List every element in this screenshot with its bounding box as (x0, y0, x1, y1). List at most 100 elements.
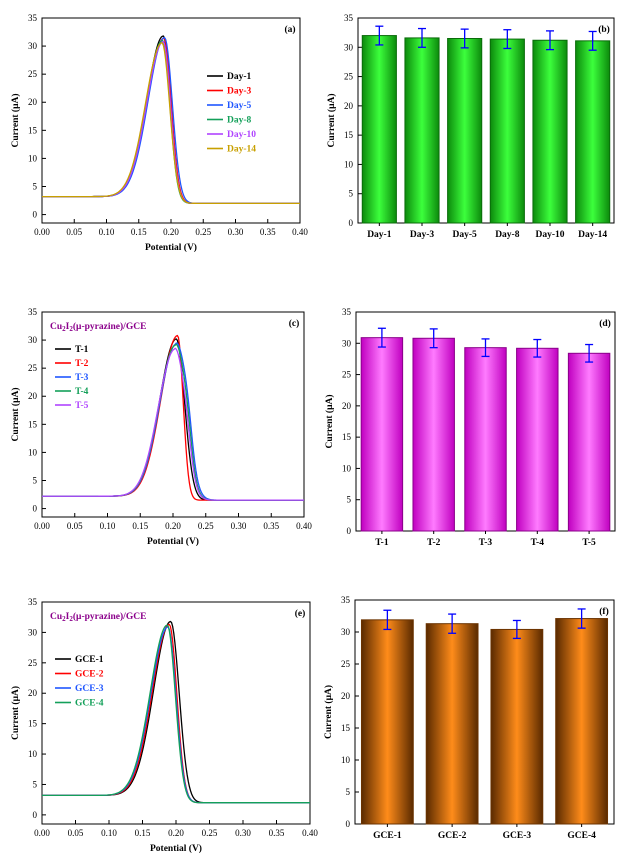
y-tick-label: 15 (28, 719, 38, 729)
x-tick-label: 0.05 (66, 227, 82, 237)
x-tick-label: 0.05 (67, 521, 83, 531)
y-tick-label: 0 (349, 218, 354, 228)
x-tick-label: 0.05 (68, 828, 84, 838)
category-label: T-3 (479, 538, 493, 548)
panel-c-line-chart: 0.00 0.05 0.10 0.15 0.20 0.25 0.30 0.35 0.40 0 5 10… (10, 307, 312, 547)
category-label: T-1 (375, 538, 389, 548)
y-tick-label: 30 (28, 627, 38, 637)
y-tick-label: 5 (33, 475, 38, 485)
y-tick-label: 0 (346, 819, 351, 829)
y-tick-label: 20 (28, 97, 38, 107)
legend-label-gce-3: GCE-3 (75, 684, 104, 694)
bar-t-1 (360, 337, 404, 532)
y-tick-label: 10 (342, 463, 352, 473)
y-tick-label: 10 (341, 755, 351, 765)
y-tick-label: 30 (341, 627, 351, 637)
panel-b-bar-chart: 0 5 10 15 20 25 30 35 Day-1 Day-3 Day-5 Day-8 Day-10… (326, 13, 615, 240)
bar-t-2 (412, 337, 455, 532)
y-axis-label: Current (μA) (323, 685, 334, 739)
chart-annotation: Cu2I2(μ-pyrazine)/GCE (50, 321, 146, 333)
panel-label: (b) (598, 24, 610, 35)
y-tick-label: 35 (28, 307, 38, 317)
x-tick-label: 0.00 (34, 828, 50, 838)
y-tick-label: 30 (344, 42, 354, 52)
x-tick-label: 0.10 (99, 227, 115, 237)
y-tick-label: 5 (349, 189, 354, 199)
x-tick-label: 0.15 (132, 521, 148, 531)
y-tick-label: 15 (28, 419, 38, 429)
category-label: Day-5 (453, 230, 478, 240)
x-tick-label: 0.35 (263, 521, 279, 531)
category-label: T-5 (582, 538, 596, 548)
category-label: Day-3 (410, 230, 435, 240)
x-tick-label: 0.40 (302, 828, 318, 838)
y-tick-label: 5 (347, 495, 352, 505)
y-axis-label: Current (μA) (324, 394, 335, 448)
y-tick-label: 30 (342, 338, 352, 348)
y-tick-label: 5 (33, 181, 38, 191)
x-tick-label: 0.20 (165, 521, 181, 531)
y-tick-label: 20 (341, 691, 351, 701)
y-tick-label: 35 (341, 595, 351, 605)
y-tick-label: 35 (342, 307, 352, 317)
legend-label-t-2: T-2 (75, 359, 89, 369)
legend-label-day-14: Day-14 (227, 145, 256, 155)
panel-label: (f) (599, 606, 609, 617)
y-tick-label: 30 (28, 41, 38, 51)
y-tick-label: 10 (28, 749, 38, 759)
legend-label-day-1: Day-1 (227, 72, 252, 82)
x-tick-label: 0.00 (34, 521, 50, 531)
category-label: Day-14 (578, 230, 607, 240)
y-tick-label: 35 (28, 597, 38, 607)
panel-label: (e) (295, 608, 306, 619)
plot-area-frame (357, 17, 615, 224)
y-tick-label: 20 (28, 688, 38, 698)
x-tick-label: 0.35 (260, 227, 276, 237)
y-tick-label: 20 (28, 391, 38, 401)
y-tick-label: 0 (33, 210, 38, 220)
bar-day-1 (361, 35, 397, 224)
legend-label-gce-1: GCE-1 (75, 655, 104, 665)
bar-t-4 (516, 347, 559, 532)
y-tick-label: 35 (28, 13, 38, 23)
bar-day-8 (489, 38, 525, 224)
y-tick-label: 25 (28, 69, 38, 79)
y-tick-label: 0 (33, 810, 38, 820)
y-tick-label: 30 (28, 335, 38, 345)
bar-gce-1 (360, 619, 414, 825)
y-tick-label: 15 (344, 130, 354, 140)
x-tick-label: 0.15 (131, 227, 147, 237)
y-tick-label: 25 (341, 659, 351, 669)
chart-annotation: Cu2I2(μ-pyrazine)/GCE (50, 611, 146, 623)
x-tick-label: 0.25 (202, 828, 218, 838)
y-tick-label: 5 (33, 779, 38, 789)
y-axis-label: Current (μA) (10, 387, 21, 441)
category-label: T-2 (427, 538, 441, 548)
panel-f-bar-chart: 0 5 10 15 20 25 30 35 GCE-1 GCE-2 GCE-3 GCE-4 Curren… (323, 595, 615, 841)
legend-label-day-5: Day-5 (227, 101, 252, 111)
legend-label-t-3: T-3 (75, 373, 89, 383)
x-tick-label: 0.35 (269, 828, 285, 838)
x-tick-label: 0.30 (231, 521, 247, 531)
panel-a-line-chart: 0.00 0.05 0.10 0.15 0.20 0.25 0.30 0.35 0.40 0 5 10… (10, 13, 308, 253)
series-line-gce-4 (42, 624, 310, 804)
legend-label-gce-4: GCE-4 (75, 699, 104, 709)
legend-label-t-1: T-1 (75, 345, 89, 355)
category-label: GCE-3 (503, 831, 532, 841)
panel-label: (c) (289, 318, 300, 329)
y-tick-label: 35 (344, 13, 354, 23)
series-line-t-5 (42, 347, 304, 501)
legend-label-t-5: T-5 (75, 401, 89, 411)
y-tick-label: 25 (28, 363, 38, 373)
y-tick-label: 5 (346, 787, 351, 797)
bar-day-10 (532, 39, 568, 224)
series-line-day-14 (42, 42, 300, 204)
x-axis-label: Potential (V) (147, 536, 199, 547)
y-tick-label: 20 (342, 401, 352, 411)
plot-area-frame (41, 601, 311, 825)
bar-t-3 (464, 347, 507, 532)
y-tick-label: 25 (28, 658, 38, 668)
panel-e-line-chart: 0.00 0.05 0.10 0.15 0.20 0.25 0.30 0.35 0.40 0 5 10… (10, 597, 318, 854)
legend-label-gce-2: GCE-2 (75, 670, 104, 680)
